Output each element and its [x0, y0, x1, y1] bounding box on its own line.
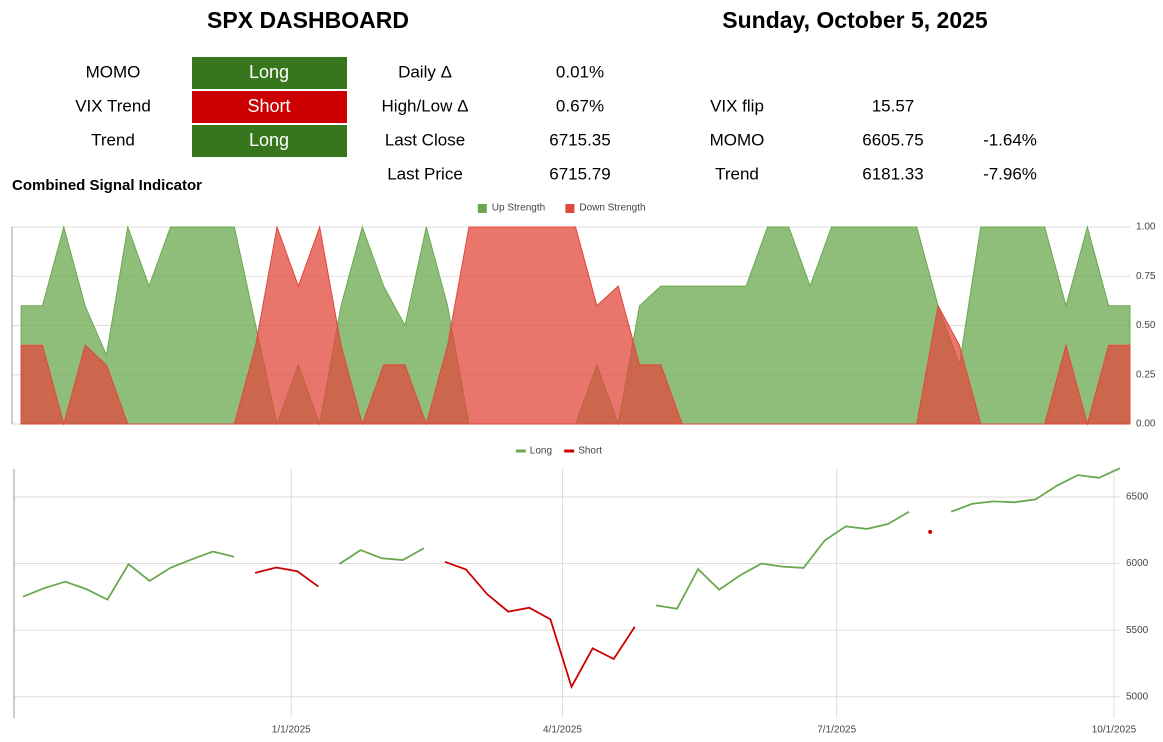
stat-label: Last Close	[385, 130, 465, 149]
stat-value: 0.01%	[556, 62, 604, 81]
y-tick-label: 6000	[1126, 558, 1149, 569]
y-tick-label: 0.00	[1136, 419, 1156, 430]
stat-value: 6715.35	[549, 130, 610, 149]
signal-state: Short	[247, 96, 290, 116]
signal-cell	[192, 91, 347, 123]
stat-label: Daily Δ	[398, 62, 452, 81]
level-label: MOMO	[710, 130, 765, 149]
y-tick-label: 6500	[1126, 492, 1149, 503]
signal-cell	[192, 125, 347, 157]
line	[655, 510, 910, 610]
x-tick-label: 10/1/2025	[1092, 725, 1137, 736]
signal-label: Trend	[91, 130, 135, 149]
level-value: 6181.33	[862, 164, 923, 183]
stat-value: 0.67%	[556, 96, 604, 115]
level-value: 15.57	[872, 96, 915, 115]
level-label: Trend	[715, 164, 759, 183]
stat-value: 6715.79	[549, 164, 610, 183]
level-value: -7.96%	[983, 164, 1037, 183]
y-tick-label: 1.00	[1136, 222, 1156, 233]
legend-label: Short	[578, 446, 602, 457]
line	[254, 566, 319, 588]
stat-label: High/Low Δ	[382, 96, 469, 115]
line	[338, 547, 425, 565]
signal-state: Long	[249, 130, 289, 150]
x-tick-label: 1/1/2025	[272, 725, 311, 736]
y-tick-label: 0.75	[1136, 271, 1156, 282]
signal-state: Long	[249, 62, 289, 82]
y-tick-label: 0.25	[1136, 369, 1156, 380]
stat-label: Last Price	[387, 164, 463, 183]
dashboard-title: SPX DASHBOARD	[207, 7, 409, 33]
dashboard-date: Sunday, October 5, 2025	[722, 7, 988, 33]
y-tick-label: 0.50	[1136, 320, 1156, 331]
level-label: VIX flip	[710, 96, 764, 115]
signal-label: VIX Trend	[75, 96, 151, 115]
y-tick-label: 5500	[1126, 625, 1149, 636]
chart-title: Combined Signal Indicator	[12, 177, 202, 194]
line	[444, 560, 636, 690]
y-tick-label: 5000	[1126, 691, 1149, 702]
signal-label: MOMO	[86, 62, 141, 81]
line	[950, 467, 1121, 513]
legend-label: Down Strength	[579, 203, 645, 214]
line	[22, 550, 235, 601]
level-value: 6605.75	[862, 130, 923, 149]
legend-label: Long	[530, 446, 552, 457]
area	[20, 225, 1131, 426]
level-value: -1.64%	[983, 130, 1037, 149]
legend-swatch	[565, 204, 575, 213]
legend-label: Up Strength	[492, 203, 545, 214]
line-point	[928, 529, 933, 534]
legend-swatch	[477, 204, 487, 213]
signal-cell	[192, 57, 347, 89]
x-tick-label: 7/1/2025	[817, 725, 856, 736]
x-tick-label: 4/1/2025	[543, 725, 582, 736]
